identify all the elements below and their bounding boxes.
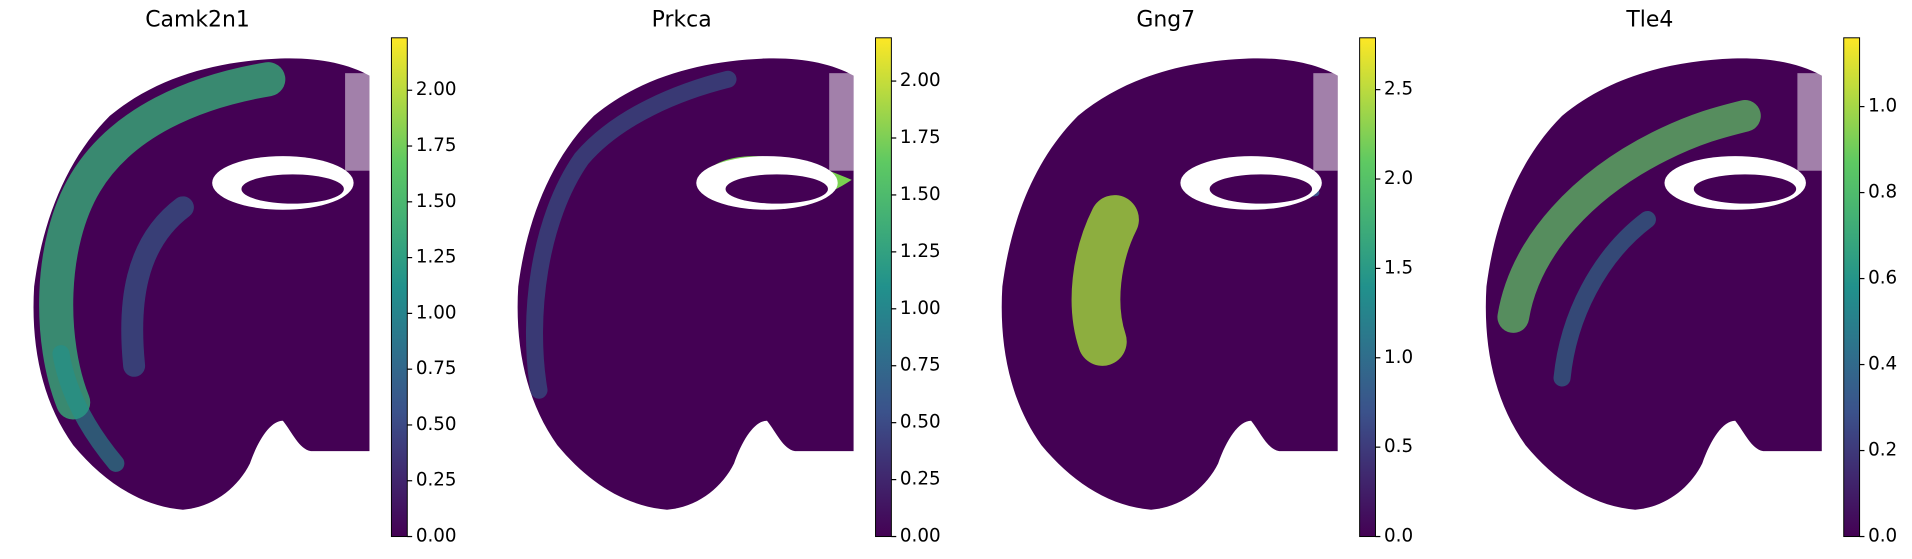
panel-title: Gng7 (1136, 8, 1195, 33)
colorbar-tick-label: 2.0 (1384, 168, 1413, 189)
colorbar-tick-label: 1.75 (416, 135, 457, 156)
colorbar-tick-label: 0.50 (416, 414, 457, 435)
colorbar-tick-label: 1.25 (900, 241, 941, 262)
colorbar-tick-label: 0.6 (1868, 268, 1897, 289)
colorbar (875, 37, 892, 538)
colorbar-tick-label: 0.8 (1868, 182, 1897, 203)
colorbar-tick-label: 0.75 (416, 358, 457, 379)
tissue (517, 58, 854, 510)
colorbar-tick-label: 0.0 (1868, 526, 1897, 547)
panel: Prkca 0.00 0.25 0.50 0.75 1.00 1.25 1.50 1.75 2.0… (517, 8, 941, 547)
colorbar-tick-label: 0.50 (900, 412, 941, 433)
expression-pattern (1497, 99, 1761, 387)
expression-pattern (39, 62, 286, 472)
colorbar-tick-label: 0.2 (1868, 440, 1897, 461)
colorbar (390, 37, 408, 538)
colorbar-tick-label: 0.25 (416, 470, 457, 491)
colorbar-tick-label: 1.75 (900, 127, 941, 148)
panel-title: Camk2n1 (145, 8, 250, 33)
colorbar-tick-label: 1.00 (900, 298, 941, 319)
colorbar-tick-label: 2.5 (1384, 79, 1413, 100)
colorbar-tick-label: 1.5 (1384, 257, 1413, 278)
colorbar-tick-label: 0.00 (900, 526, 941, 547)
tissue (1001, 58, 1338, 510)
colorbar-tick-label: 2.00 (416, 79, 457, 100)
colorbar-tick-label: 1.0 (1868, 96, 1897, 117)
colorbar-tick-label: 0.5 (1384, 436, 1413, 457)
colorbar-tick-label: 1.50 (416, 191, 457, 212)
colorbar (1359, 37, 1376, 538)
panel-title: Prkca (652, 8, 712, 33)
colorbar-tick-label: 0.4 (1868, 354, 1897, 375)
colorbar-tick-label: 0.75 (900, 355, 941, 376)
colorbar-tick-label: 0.00 (416, 526, 457, 547)
panel: Gng7 0.0 0.5 1.0 1.5 2.0 2.5 (1001, 8, 1413, 547)
colorbar-tick-label: 2.00 (900, 70, 941, 91)
panel-title: Tle4 (1625, 8, 1673, 33)
colorbar-tick-label: 1.50 (900, 184, 941, 205)
colorbar-tick-label: 0.25 (900, 469, 941, 490)
colorbar-tick-label: 1.00 (416, 302, 457, 323)
colorbar-tick-label: 1.0 (1384, 347, 1413, 368)
colorbar-tick-label: 1.25 (416, 247, 457, 268)
colorbar (1843, 37, 1861, 538)
colorbar-tick-label: 0.0 (1384, 526, 1413, 547)
panel: Tle4 0.0 0.2 0.4 0.6 0.8 1.0 (1485, 8, 1897, 547)
panel: Camk2n1 0.00 0.25 0.50 0.75 1.00 1.25 1.50 1.75 2… (33, 8, 457, 547)
tissue (33, 58, 370, 510)
